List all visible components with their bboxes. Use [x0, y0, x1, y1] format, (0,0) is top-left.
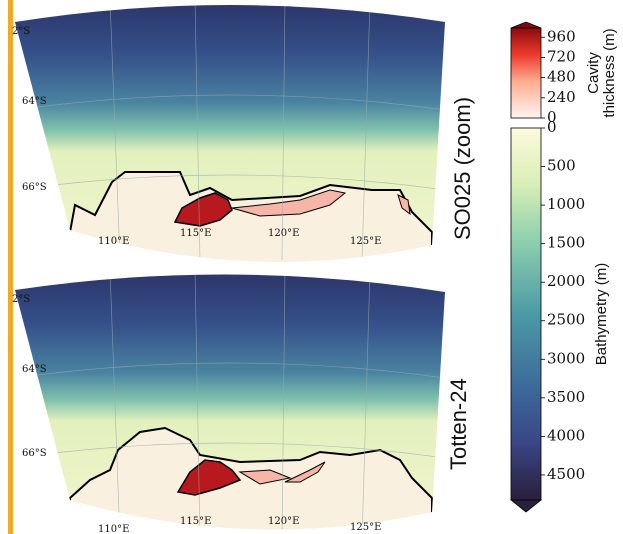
lon-label: 110°E — [98, 236, 129, 247]
panel-title: SO025 (zoom) — [450, 97, 475, 240]
cbar-label: Cavity — [585, 52, 602, 94]
cbar-label: thickness (m) — [601, 28, 618, 117]
side-bar — [8, 0, 13, 534]
lat-label: 66°S — [22, 182, 47, 193]
cbar-tick-label: 0 — [547, 118, 557, 136]
cbar-label: Bathymetry (m) — [593, 263, 610, 366]
cbar-extend — [510, 21, 542, 29]
cbar-tick-label: 2500 — [547, 311, 585, 329]
lon-label: 115°E — [180, 228, 211, 239]
lat-label: 64°S — [22, 364, 47, 375]
panel-title: Totten-24 — [446, 378, 471, 470]
cbar-tick-label: 480 — [547, 68, 576, 86]
cbar-tick-label: 960 — [547, 27, 576, 45]
bathymetry-colorbar — [510, 127, 542, 501]
cbar-tick-label: 3500 — [547, 388, 585, 406]
lon-label: 110°E — [98, 524, 129, 534]
cbar-tick-label: 1000 — [547, 195, 585, 213]
lon-label: 125°E — [350, 522, 381, 533]
lat-label: 64°S — [22, 96, 47, 107]
cbar-tick-label: 0 — [547, 108, 557, 126]
cbar-tick-label: 4000 — [547, 426, 585, 444]
lat-label: 2°S — [12, 294, 30, 305]
lon-label: 125°E — [350, 236, 381, 247]
lon-label: 120°E — [268, 228, 299, 239]
lon-label: 120°E — [268, 516, 299, 527]
cbar-tick-label: 3000 — [547, 349, 585, 367]
cbar-tick-label: 4500 — [547, 465, 585, 483]
cbar-tick-label: 2000 — [547, 272, 585, 290]
lon-label: 115°E — [180, 516, 211, 527]
lat-label: 2°S — [12, 26, 30, 37]
cbar-tick-label: 720 — [547, 47, 576, 65]
labels: 2°S 64°S 66°S 110°E 115°E 120°E 125°E SO… — [12, 26, 475, 534]
map-panel — [15, 5, 445, 262]
cbar-extend — [509, 499, 543, 513]
cbar-tick-label: 500 — [547, 157, 576, 175]
lat-label: 66°S — [22, 448, 47, 459]
map-panel — [15, 274, 445, 530]
cavity-colorbar — [510, 27, 542, 119]
cbar-tick-label: 1500 — [547, 234, 585, 252]
cbar-tick-label: 240 — [547, 88, 576, 106]
